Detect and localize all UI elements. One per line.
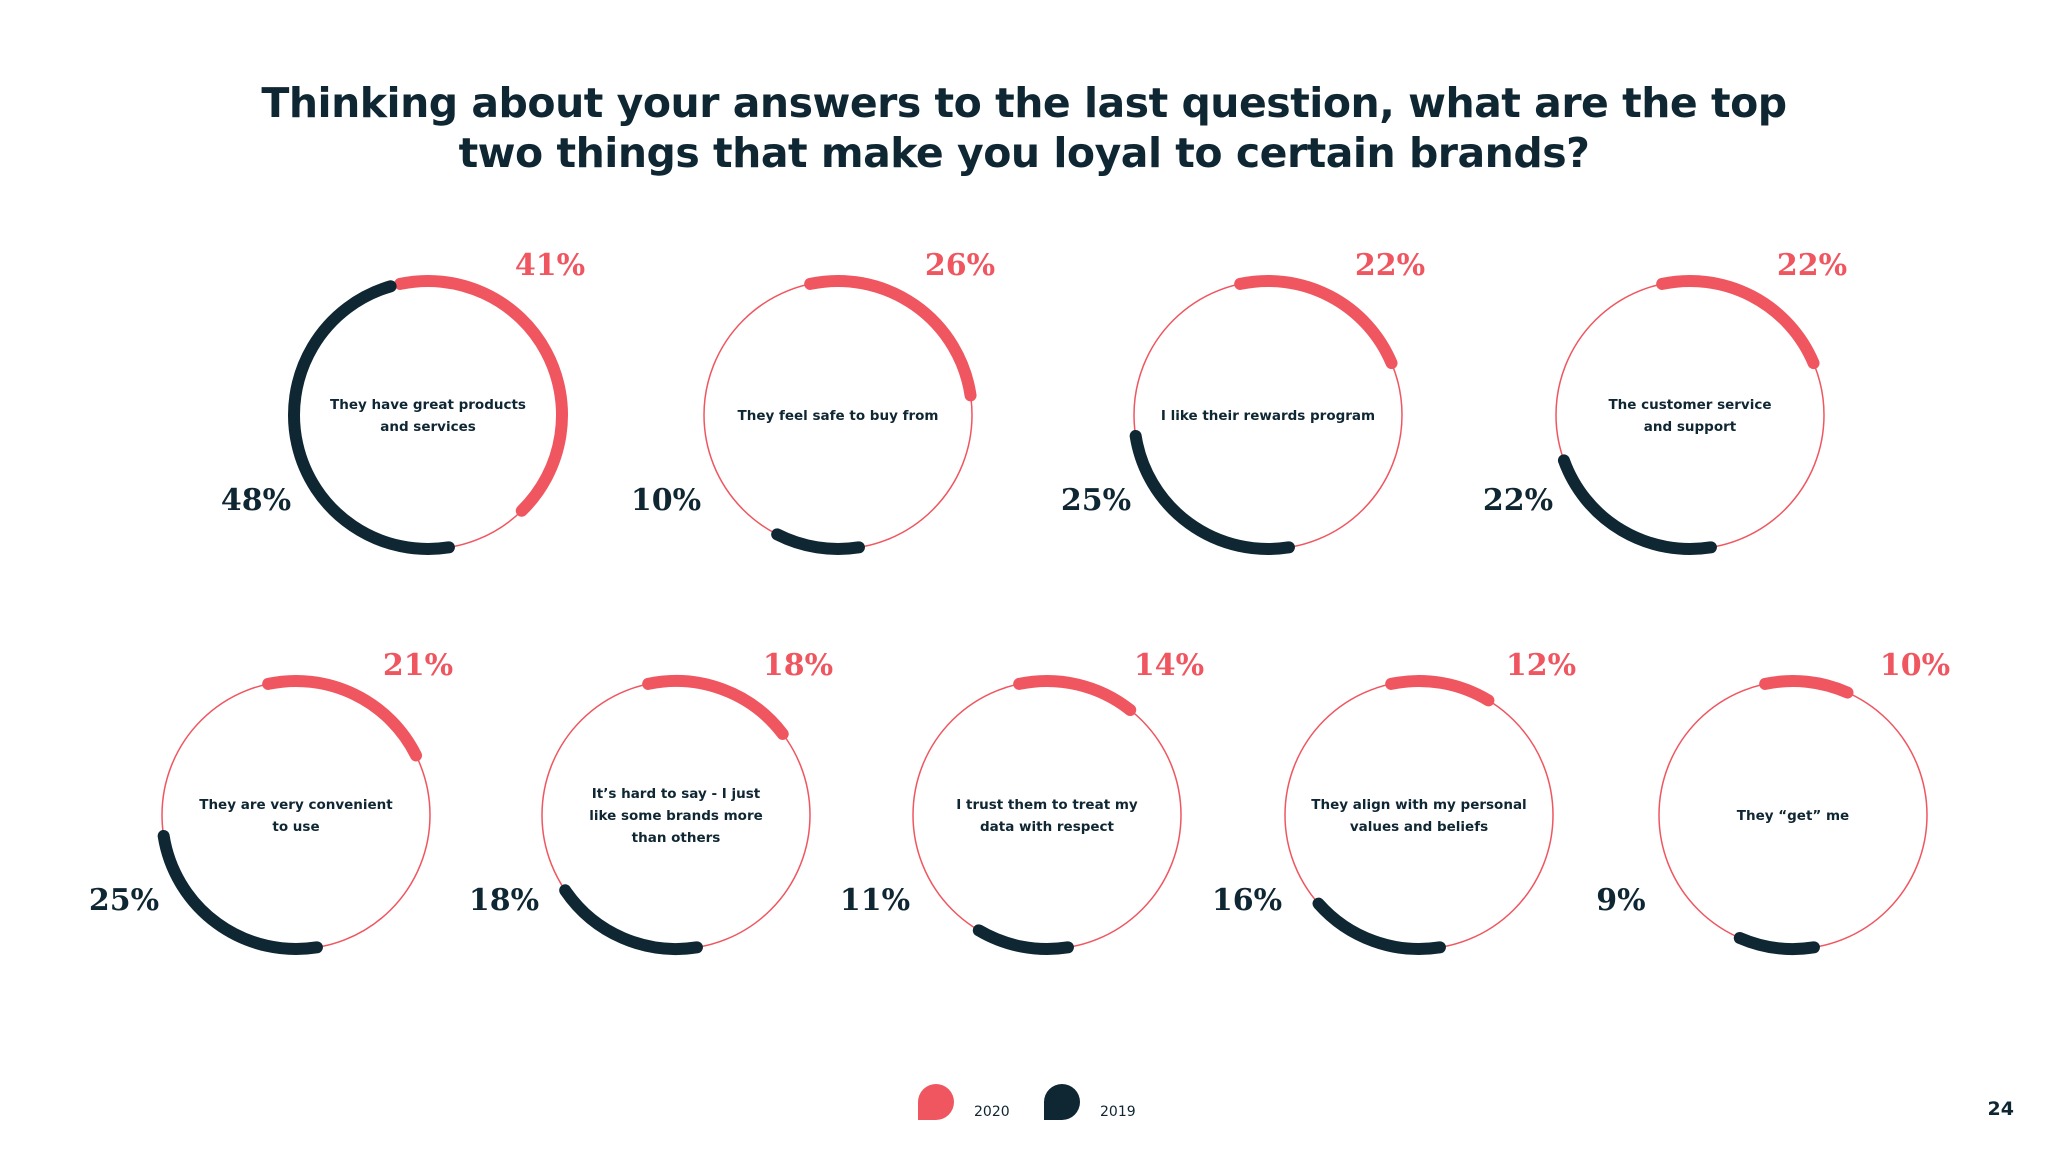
- arc-2019: [1733, 931, 1820, 955]
- value-label-2020: 41%: [515, 248, 585, 283]
- arc-2019: [771, 528, 865, 555]
- donut-label-line: to use: [272, 819, 319, 835]
- donut-5: 21% 25% They are very convenient to use: [89, 648, 453, 955]
- donut-label: I trust them to treat my data with respec…: [956, 797, 1138, 835]
- legend-label-2020: 2020: [974, 1104, 1010, 1120]
- arc-2020: [1759, 675, 1854, 699]
- page-number: 24: [1987, 1098, 2014, 1120]
- chart-title: Thinking about your answers to the last …: [0, 78, 2048, 178]
- donut-label-line: I like their rewards program: [1161, 408, 1375, 424]
- value-label-2019: 18%: [469, 883, 539, 918]
- donut-label: It’s hard to say - I just like some brand…: [589, 786, 763, 846]
- donut-label-line: values and beliefs: [1350, 819, 1488, 835]
- value-label-2020: 12%: [1506, 648, 1576, 683]
- arc-2019: [288, 280, 455, 555]
- value-label-2019: 11%: [840, 883, 910, 918]
- donut-track: [912, 680, 1182, 950]
- chart-title-line-1: Thinking about your answers to the last …: [261, 79, 1787, 127]
- donut-label-line: They “get” me: [1737, 808, 1849, 824]
- arc-2019: [559, 884, 703, 955]
- legend-label-2019: 2019: [1100, 1104, 1136, 1120]
- value-label-2020: 21%: [383, 648, 453, 683]
- value-label-2020: 10%: [1880, 648, 1950, 683]
- donut-7: 14% 11% I trust them to treat my data with …: [840, 648, 1204, 955]
- donut-label: They “get” me: [1737, 808, 1849, 824]
- value-label-2019: 25%: [1061, 483, 1131, 518]
- donut-label: They have great products and services: [330, 397, 526, 435]
- arc-2020: [394, 275, 568, 517]
- value-label-2020: 22%: [1777, 248, 1847, 283]
- donut-8: 12% 16% They align with my personal values …: [1212, 648, 1576, 955]
- arc-2020: [1656, 275, 1820, 370]
- arc-2019: [1312, 897, 1446, 955]
- value-label-2020: 26%: [925, 248, 995, 283]
- donut-label: They are very convenient to use: [199, 797, 393, 835]
- arc-2020: [1013, 675, 1137, 716]
- value-label-2019: 22%: [1483, 483, 1553, 518]
- donut-label-line: The customer service: [1608, 397, 1771, 413]
- value-label-2019: 25%: [89, 883, 159, 918]
- donut-label-line: It’s hard to say - I just: [592, 786, 761, 802]
- donut-label: The customer service and support: [1608, 397, 1771, 435]
- donut-label: They align with my personal values and be…: [1311, 797, 1526, 835]
- value-label-2020: 18%: [763, 648, 833, 683]
- donut-1: 41% 48% They have great products and servic…: [221, 248, 585, 555]
- donut-label-line: data with respect: [980, 819, 1115, 835]
- arc-2019: [1129, 429, 1295, 555]
- arc-2019: [1557, 454, 1717, 555]
- arc-2020: [642, 675, 789, 740]
- value-label-2019: 9%: [1596, 883, 1645, 918]
- donut-2: 26% 10% They feel safe to buy from: [631, 248, 995, 555]
- donut-label-line: They feel safe to buy from: [738, 408, 939, 424]
- donut-label-line: They are very convenient: [199, 797, 393, 813]
- value-label-2019: 48%: [221, 483, 291, 518]
- donut-label-line: like some brands more: [589, 808, 763, 824]
- donut-label-line: than others: [632, 830, 721, 846]
- donut-label-line: They have great products: [330, 397, 526, 413]
- value-label-2019: 16%: [1212, 883, 1282, 918]
- donut-label-line: They align with my personal: [1311, 797, 1526, 813]
- donut-label: They feel safe to buy from: [738, 408, 939, 424]
- chart-title-line-2: two things that make you loyal to certai…: [458, 129, 1590, 177]
- arc-2019: [972, 924, 1074, 955]
- donut-3: 22% 25% I like their rewards program: [1061, 248, 1425, 555]
- value-label-2020: 22%: [1355, 248, 1425, 283]
- arc-2020: [804, 275, 977, 402]
- donut-9: 10% 9% They “get” me: [1596, 648, 1950, 955]
- donut-label-line: and services: [380, 419, 476, 435]
- legend-swatch-2019: [1044, 1084, 1080, 1120]
- donut-label: I like their rewards program: [1161, 408, 1375, 424]
- donut-4: 22% 22% The customer service and support: [1483, 248, 1847, 555]
- arc-2020: [1234, 275, 1398, 370]
- arc-2020: [1385, 675, 1495, 707]
- donut-label-line: and support: [1644, 419, 1737, 435]
- legend-swatch-2020: [918, 1084, 954, 1120]
- arc-2019: [157, 829, 323, 955]
- donut-label-line: I trust them to treat my: [956, 797, 1138, 813]
- value-label-2019: 10%: [631, 483, 701, 518]
- arc-2020: [262, 675, 423, 762]
- value-label-2020: 14%: [1134, 648, 1204, 683]
- donut-6: 18% 18% It’s hard to say - I just like some…: [469, 648, 833, 955]
